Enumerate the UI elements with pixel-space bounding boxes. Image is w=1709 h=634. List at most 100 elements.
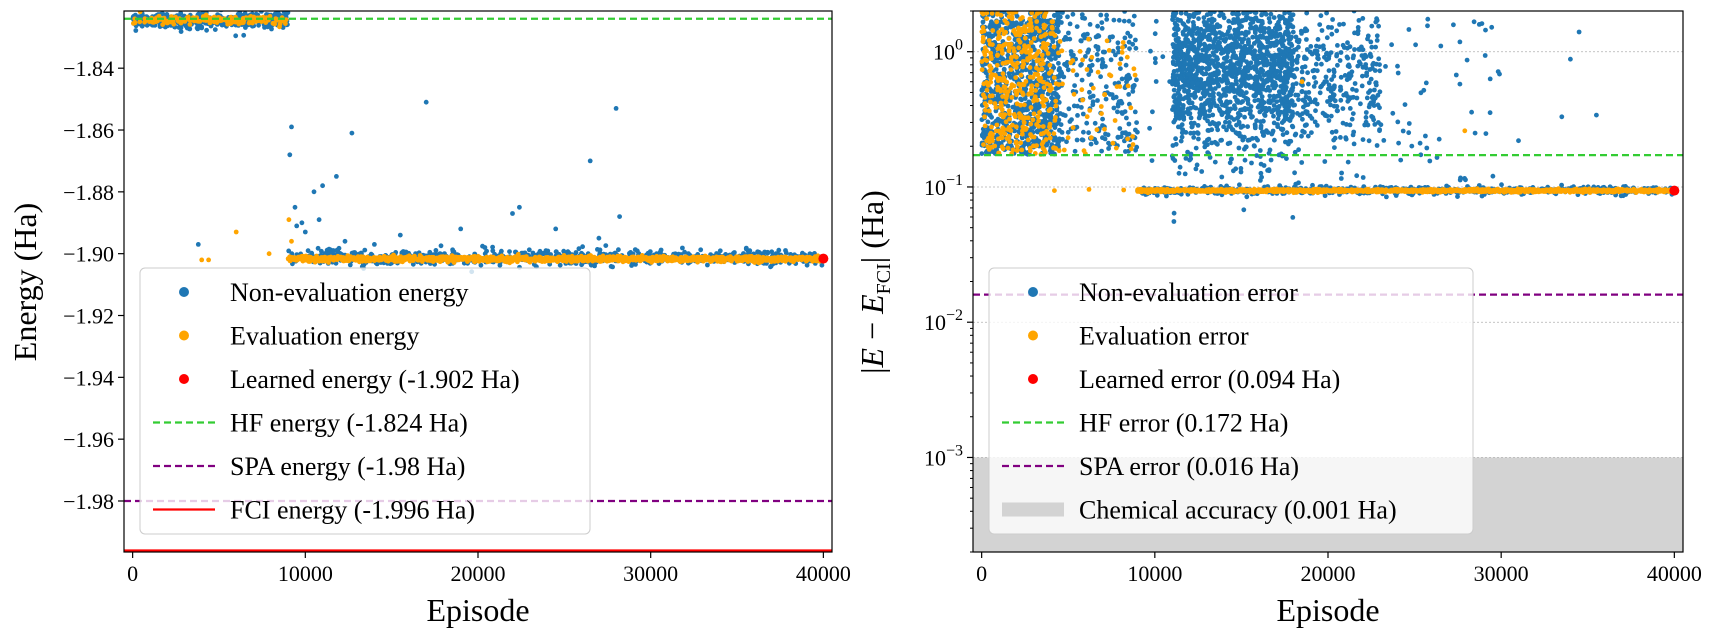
data-point	[1079, 105, 1084, 110]
data-point	[1080, 15, 1085, 21]
data-point	[1195, 11, 1197, 12]
data-point	[1258, 170, 1264, 176]
data-point	[1245, 101, 1251, 106]
data-point	[1257, 148, 1263, 153]
data-point	[334, 248, 340, 253]
data-point	[1249, 160, 1254, 166]
data-point	[1130, 83, 1136, 89]
data-point	[1273, 30, 1279, 36]
data-point	[1254, 153, 1260, 159]
data-point	[1008, 24, 1014, 30]
data-point	[1246, 37, 1251, 43]
data-point	[1276, 0, 1281, 2]
data-point	[1263, 0, 1268, 1]
data-point	[1102, 49, 1107, 55]
data-point	[374, 261, 380, 267]
data-point	[1131, 13, 1137, 19]
data-point	[979, 151, 985, 157]
data-point	[1271, 113, 1276, 119]
data-point	[995, 96, 1001, 101]
data-point	[1188, 130, 1193, 136]
data-point	[1061, 74, 1067, 80]
data-point	[334, 174, 339, 179]
y-tick-label: −1.88	[63, 180, 114, 205]
data-point	[1109, 92, 1115, 97]
data-point	[683, 254, 689, 260]
data-point	[793, 257, 799, 262]
data-point	[979, 87, 985, 92]
data-point	[1125, 30, 1131, 36]
data-point	[698, 247, 704, 253]
legend-label: HF energy (-1.824 Ha)	[230, 409, 468, 438]
data-point	[524, 254, 529, 260]
data-point	[1049, 48, 1055, 53]
data-point	[1181, 53, 1186, 59]
x-tick-label: 10000	[278, 561, 333, 586]
data-point	[550, 256, 556, 261]
data-point	[399, 250, 405, 256]
data-point	[1099, 57, 1105, 62]
data-point	[516, 255, 522, 261]
data-point	[610, 264, 615, 270]
data-point	[1078, 38, 1084, 44]
data-point	[1205, 127, 1211, 133]
data-point	[761, 257, 766, 262]
data-point	[178, 11, 184, 16]
data-point	[204, 27, 210, 33]
data-point	[1219, 78, 1225, 84]
data-point	[1194, 162, 1200, 168]
data-point	[1035, 129, 1041, 134]
data-point	[996, 23, 1002, 29]
data-point	[478, 262, 484, 268]
data-point	[690, 256, 696, 262]
data-point	[745, 256, 751, 262]
data-point	[781, 256, 786, 261]
y-tick-label: −1.86	[63, 118, 114, 143]
data-point	[596, 235, 602, 241]
data-point	[1064, 139, 1069, 145]
legend-label: SPA energy (-1.98 Ha)	[230, 452, 465, 481]
data-point	[1245, 137, 1251, 143]
data-point	[597, 256, 602, 262]
data-point	[512, 256, 518, 262]
data-point	[1220, 110, 1226, 116]
data-point	[1184, 5, 1189, 10]
data-point	[572, 256, 577, 262]
data-point	[1210, 0, 1215, 5]
data-point	[576, 255, 582, 260]
data-point	[1099, 148, 1104, 154]
data-point	[1121, 18, 1127, 24]
x-tick-label: 30000	[623, 561, 678, 586]
data-point	[1056, 29, 1061, 35]
data-point	[684, 258, 689, 263]
data-point	[1248, 4, 1253, 9]
data-point	[1261, 0, 1266, 2]
data-point	[1224, 115, 1230, 121]
data-point	[1230, 48, 1235, 54]
data-point	[471, 258, 477, 264]
data-point	[1258, 66, 1264, 72]
data-point	[1072, 148, 1078, 154]
data-point	[587, 158, 593, 164]
data-point	[762, 249, 768, 255]
data-point	[331, 255, 337, 261]
data-point	[1022, 96, 1028, 101]
data-point	[590, 255, 596, 261]
data-point	[362, 256, 368, 262]
data-point	[1177, 164, 1183, 170]
data-point	[750, 256, 756, 261]
data-point	[1249, 44, 1254, 50]
data-point	[1098, 12, 1104, 18]
data-point	[1007, 73, 1012, 79]
data-point	[137, 19, 143, 25]
data-point	[1056, 60, 1061, 66]
data-point	[499, 248, 504, 254]
data-point	[1027, 100, 1033, 106]
data-point	[1272, 34, 1278, 39]
data-point	[160, 22, 166, 27]
data-point	[1123, 149, 1128, 154]
data-point	[490, 244, 495, 250]
data-point	[1252, 28, 1258, 33]
y-tick-label: −1.84	[63, 56, 114, 81]
data-point	[1196, 11, 1202, 14]
